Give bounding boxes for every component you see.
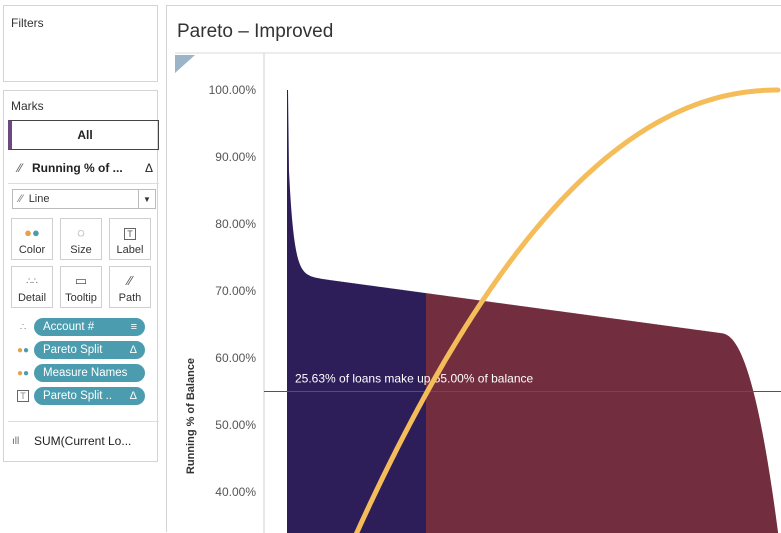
chart-view: Pareto – Improved 100.00% 90.00% 80.00% 70.… xyxy=(166,5,781,533)
pill-label: Account # xyxy=(43,321,95,333)
marks-card: Marks All ⁄⁄ Running % of ... Δ ⁄⁄ Line … xyxy=(3,90,159,462)
path-icon: ⁄⁄ xyxy=(127,273,133,288)
line-mark-icon: ⁄⁄ xyxy=(19,193,23,205)
sum-label: SUM(Current Lo... xyxy=(34,434,132,448)
color-card[interactable]: ●● Color xyxy=(11,218,53,260)
divider xyxy=(8,183,159,184)
area-marks xyxy=(287,90,781,533)
area-remaining-accounts xyxy=(426,293,781,533)
sort-icon: ≡ xyxy=(130,321,137,333)
detail-icon: ∴∴ xyxy=(26,276,38,286)
chevron-down-icon[interactable]: ▼ xyxy=(138,190,155,208)
marks-running-tab[interactable]: ⁄⁄ Running % of ... Δ xyxy=(8,154,159,182)
running-pct-line xyxy=(353,87,781,533)
pill-row: ●● Measure Names xyxy=(12,364,145,382)
mark-type-dropdown[interactable]: ⁄⁄ Line ▼ xyxy=(12,189,156,209)
y-tick-label: 80.00% xyxy=(215,217,256,231)
view-title: Pareto – Improved xyxy=(177,21,334,42)
size-icon: ◌ xyxy=(77,225,85,240)
detail-icon: ∴ xyxy=(19,321,27,333)
tooltip-card[interactable]: ▭ Tooltip xyxy=(60,266,102,308)
marks-running-label: Running % of ... xyxy=(32,161,123,175)
account-pill[interactable]: Account # ≡ xyxy=(34,318,145,336)
pill-row: T Pareto Split .. Δ xyxy=(12,387,145,405)
filters-title: Filters xyxy=(11,16,44,30)
y-axis: 100.00% 90.00% 80.00% 70.00% 60.00% 50.00% 40.… xyxy=(209,83,257,499)
sum-current-loan-tab[interactable]: ıll SUM(Current Lo... xyxy=(12,434,131,448)
size-card[interactable]: ◌ Size xyxy=(60,218,102,260)
y-axis-title: Running % of Balance xyxy=(185,358,197,474)
y-tick-label: 90.00% xyxy=(215,150,256,164)
measure-names-pill[interactable]: Measure Names xyxy=(34,364,145,382)
annotation-label: 25.63% of loans make up 55.00% of balanc… xyxy=(295,372,533,386)
divider xyxy=(8,421,159,422)
label-icon: T xyxy=(12,390,34,402)
label-card-label: Label xyxy=(116,244,144,256)
color-card-label: Color xyxy=(18,244,46,256)
pill-label: Measure Names xyxy=(43,367,128,379)
delta-icon: Δ xyxy=(144,161,153,175)
marks-all-label: All xyxy=(77,128,93,142)
pareto-chart[interactable]: 100.00% 90.00% 80.00% 70.00% 60.00% 50.00% 40.… xyxy=(167,6,781,533)
path-card-label: Path xyxy=(118,292,142,304)
tooltip-icon: ▭ xyxy=(74,273,88,288)
delta-icon: Δ xyxy=(129,344,137,356)
label-icon: T xyxy=(124,228,136,240)
pill-label: Pareto Split xyxy=(43,344,103,356)
color-icon: ●● xyxy=(16,367,30,379)
size-card-label: Size xyxy=(70,244,92,256)
color-icon: ●● xyxy=(24,225,40,240)
mark-type-value: Line xyxy=(28,193,50,205)
y-tick-label: 60.00% xyxy=(215,351,256,365)
bar-mark-icon: ıll xyxy=(12,435,20,447)
pareto-split-pill[interactable]: Pareto Split Δ xyxy=(34,341,145,359)
pill-row: ∴ Account # ≡ xyxy=(12,318,145,336)
y-tick-label: 70.00% xyxy=(215,284,256,298)
color-icon: ●● xyxy=(16,344,30,356)
y-tick-label: 100.00% xyxy=(209,83,257,97)
tooltip-card-label: Tooltip xyxy=(65,292,97,304)
area-top-accounts xyxy=(287,90,426,533)
detail-card-label: Detail xyxy=(17,292,47,304)
pareto-split-label-pill[interactable]: Pareto Split .. Δ xyxy=(34,387,145,405)
path-card[interactable]: ⁄⁄ Path xyxy=(109,266,151,308)
line-mark-icon: ⁄⁄ xyxy=(17,161,22,175)
y-tick-label: 40.00% xyxy=(215,485,256,499)
delta-icon: Δ xyxy=(129,390,137,402)
filters-shelf[interactable]: Filters xyxy=(3,5,158,82)
label-card[interactable]: T Label xyxy=(109,218,151,260)
corner-marker xyxy=(175,55,195,73)
marks-all-tab[interactable]: All xyxy=(8,120,159,150)
pill-row: ●● Pareto Split Δ xyxy=(12,341,145,359)
marks-title: Marks xyxy=(11,99,44,113)
pill-label: Pareto Split .. xyxy=(43,390,113,402)
detail-card[interactable]: ∴∴ Detail xyxy=(11,266,53,308)
y-tick-label: 50.00% xyxy=(215,418,256,432)
